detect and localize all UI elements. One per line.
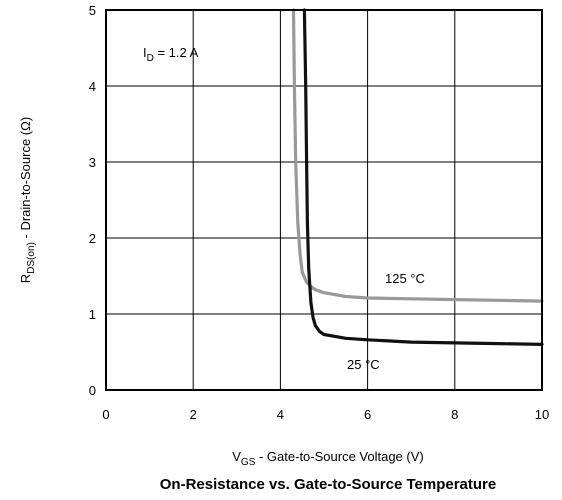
x-tick-label: 0 xyxy=(102,407,109,422)
x-tick-label: 8 xyxy=(451,407,458,422)
x-axis-label-subscript: GS xyxy=(241,457,256,468)
y-tick-label: 5 xyxy=(89,3,96,18)
series-line-25c xyxy=(302,8,544,346)
x-tick-label: 6 xyxy=(364,407,371,422)
x-tick-label: 10 xyxy=(535,407,549,422)
series-label-125c: 125 °C xyxy=(385,271,425,286)
x-axis-label-prefix: V xyxy=(232,449,241,464)
series-label-25c: 25 °C xyxy=(347,357,380,372)
y-tick-label: 2 xyxy=(89,231,96,246)
x-axis-label: VGS - Gate-to-Source Voltage (V) xyxy=(232,449,423,468)
series-lines xyxy=(291,8,544,346)
tick-labels: 0 2 4 6 8 10 0 1 2 3 4 5 xyxy=(89,3,549,422)
condition-subscript: D xyxy=(147,53,154,64)
y-tick-label: 0 xyxy=(89,383,96,398)
y-axis-label-prefix: R xyxy=(18,274,33,283)
chart-title: On-Resistance vs. Gate-to-Source Tempera… xyxy=(160,476,497,493)
condition-rest: = 1.2 A xyxy=(154,45,199,60)
plot-area xyxy=(106,10,542,390)
y-tick-label: 4 xyxy=(89,79,96,94)
x-tick-label: 2 xyxy=(190,407,197,422)
y-axis-label: RDS(on) - Drain-to-Source (Ω) xyxy=(18,117,37,283)
y-axis-label-rest: - Drain-to-Source (Ω) xyxy=(18,117,33,242)
y-tick-label: 3 xyxy=(89,155,96,170)
condition-prefix: I xyxy=(143,45,147,60)
plot-frame xyxy=(105,9,543,391)
y-tick-label: 1 xyxy=(89,307,96,322)
x-axis-label-rest: - Gate-to-Source Voltage (V) xyxy=(255,449,423,464)
grid-lines xyxy=(105,9,543,391)
y-axis-label-subscript: DS(on) xyxy=(26,242,37,274)
condition-label: ID = 1.2 A xyxy=(143,45,199,64)
series-line-125c xyxy=(291,8,544,303)
x-tick-label: 4 xyxy=(277,407,284,422)
